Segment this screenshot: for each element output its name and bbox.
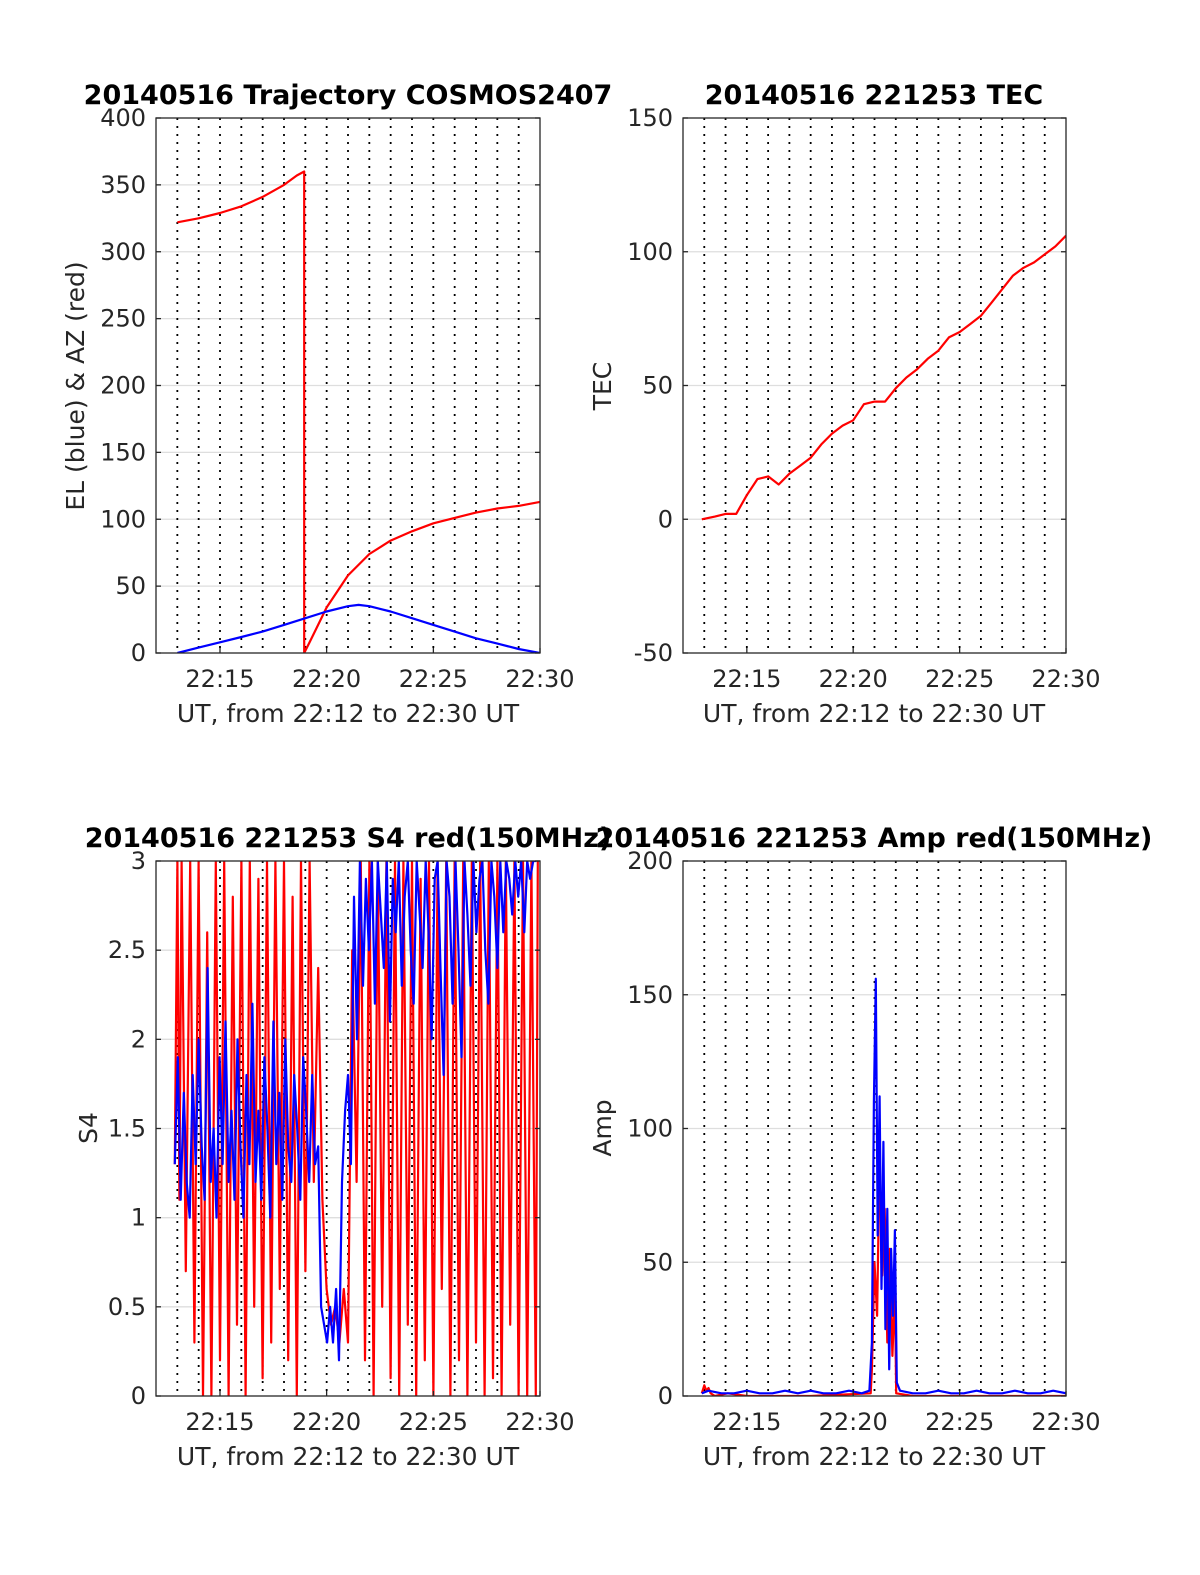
- x-tick-label: 22:20: [292, 665, 361, 693]
- x-axis-label: UT, from 22:12 to 22:30 UT: [703, 699, 1046, 728]
- y-tick-label: 150: [100, 438, 146, 466]
- y-tick-label: 1.5: [108, 1115, 146, 1143]
- x-tick-label: 22:25: [925, 1408, 994, 1436]
- y-tick-label: 1: [131, 1204, 146, 1232]
- y-tick-label: 50: [642, 1248, 673, 1276]
- y-axis-label: EL (blue) & AZ (red): [61, 261, 90, 510]
- y-tick-label: 50: [115, 572, 146, 600]
- series-line-0: [700, 1154, 1066, 1396]
- x-tick-label: 22:15: [185, 665, 254, 693]
- x-tick-label: 22:30: [505, 1408, 574, 1436]
- x-axis-label: UT, from 22:12 to 22:30 UT: [703, 1442, 1046, 1471]
- y-tick-label: 200: [627, 847, 673, 875]
- y-tick-label: 0: [131, 1382, 146, 1410]
- chart-trajectory: 0 50 100 150 200 250 300 350 400 22:15 22:20 22:25 2…: [61, 80, 612, 728]
- y-tick-label: -50: [634, 639, 673, 667]
- chart-tec: -50 0 50 100 150 22:15 22:20 22:25 22:30 20140516…: [588, 80, 1101, 728]
- y-tick-label: 400: [100, 104, 146, 132]
- y-tick-label: 3: [131, 847, 146, 875]
- chart-title: 20140516 Trajectory COSMOS2407: [84, 80, 613, 111]
- series-line-0: [177, 170, 540, 653]
- x-tick-label: 22:20: [292, 1408, 361, 1436]
- x-tick-label: 22:20: [819, 1408, 888, 1436]
- x-tick-label: 22:20: [819, 665, 888, 693]
- series-line-1: [177, 603, 540, 653]
- x-tick-label: 22:15: [712, 1408, 781, 1436]
- chart-s4: 0 0.5 1 1.5 2 2.5 3 22:15 22:20 22:25 22:30 2014051…: [74, 823, 611, 1471]
- x-axis-label: UT, from 22:12 to 22:30 UT: [177, 699, 520, 728]
- y-tick-label: 100: [627, 1115, 673, 1143]
- y-tick-label: 0: [658, 505, 673, 533]
- y-tick-label: 2: [131, 1025, 146, 1053]
- y-tick-label: 200: [100, 372, 146, 400]
- y-tick-label: 350: [100, 171, 146, 199]
- y-tick-label: 150: [627, 104, 673, 132]
- y-tick-label: 100: [627, 238, 673, 266]
- x-tick-label: 22:30: [1031, 1408, 1100, 1436]
- chart-title: 20140516 221253 TEC: [705, 80, 1044, 111]
- x-axis-label: UT, from 22:12 to 22:30 UT: [177, 1442, 520, 1471]
- x-tick-label: 22:30: [505, 665, 574, 693]
- y-axis-label: S4: [74, 1112, 103, 1144]
- y-tick-label: 150: [627, 981, 673, 1009]
- y-tick-label: 0: [658, 1382, 673, 1410]
- y-tick-label: 2.5: [108, 936, 146, 964]
- x-tick-label: 22:15: [712, 665, 781, 693]
- series-line-1: [173, 861, 537, 1362]
- x-tick-label: 22:15: [185, 1408, 254, 1436]
- series-line-1: [701, 977, 1066, 1395]
- x-tick-label: 22:25: [399, 665, 468, 693]
- y-tick-label: 300: [100, 238, 146, 266]
- x-tick-label: 22:25: [399, 1408, 468, 1436]
- chart-title: 20140516 221253 S4 red(150MHz): [85, 823, 612, 854]
- y-tick-label: 50: [642, 372, 673, 400]
- y-tick-label: 250: [100, 305, 146, 333]
- y-tick-label: 0: [131, 639, 146, 667]
- y-axis-label: Amp: [588, 1099, 617, 1156]
- series-line-0: [701, 234, 1066, 521]
- chart-amp: 0 50 100 150 200 22:15 22:20 22:25 22:30 20140516…: [588, 823, 1152, 1471]
- x-tick-label: 22:30: [1031, 665, 1100, 693]
- y-tick-label: 100: [100, 505, 146, 533]
- chart-title: 20140516 221253 Amp red(150MHz): [596, 823, 1153, 854]
- x-tick-label: 22:25: [925, 665, 994, 693]
- y-axis-label: TEC: [588, 362, 617, 412]
- y-tick-label: 0.5: [108, 1293, 146, 1321]
